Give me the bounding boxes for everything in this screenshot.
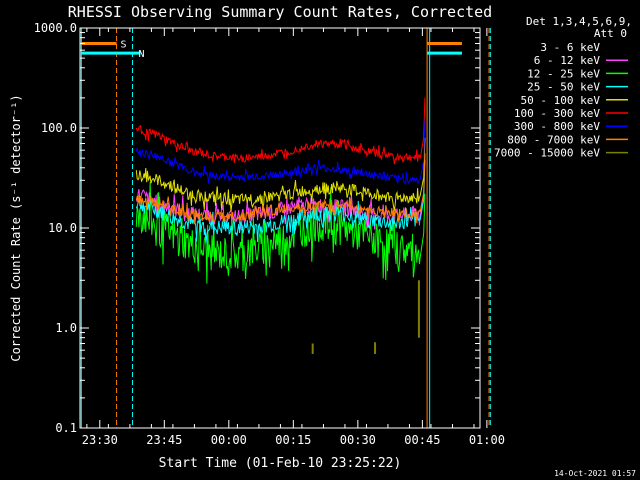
y-tick-label: 1.0 <box>55 321 77 335</box>
x-tick-label: 00:30 <box>340 433 376 447</box>
legend-label: 300 - 800 keV <box>514 120 600 133</box>
legend-header: Det 1,3,4,5,6,9, <box>526 15 632 28</box>
series-line <box>135 97 426 165</box>
series-line <box>135 182 426 284</box>
x-tick-label: 23:45 <box>146 433 182 447</box>
plot-area: SN <box>80 28 491 428</box>
series-line <box>135 120 426 186</box>
bar-label: N <box>138 49 144 60</box>
bar-label: S <box>121 39 127 50</box>
y-tick-label: 0.1 <box>55 421 77 435</box>
y-tick-label: 100.0 <box>41 121 77 135</box>
x-tick-label: 00:45 <box>404 433 440 447</box>
legend-label: 50 - 100 keV <box>521 94 601 107</box>
x-tick-label: 00:00 <box>211 433 247 447</box>
legend-header: Att 0 <box>594 27 627 40</box>
legend-label: 800 - 7000 keV <box>507 133 600 146</box>
legend-label: 6 - 12 keV <box>534 54 601 67</box>
legend-label: 25 - 50 keV <box>527 81 600 94</box>
chart-title: RHESSI Observing Summary Count Rates, Co… <box>68 3 492 21</box>
series-line <box>135 159 426 244</box>
series-line <box>135 153 426 225</box>
legend-label: 3 - 6 keV <box>540 41 600 54</box>
x-axis: 23:30 23:45 00:00 00:15 00:30 00:45 01:00 <box>82 28 505 447</box>
x-tick-label: 23:30 <box>82 433 118 447</box>
y-axis: 0.1 1.0 10.0 100.0 1000.0 <box>34 21 480 435</box>
y-axis-label: Corrected Count Rate (s⁻¹ detector⁻¹) <box>9 94 23 361</box>
footer-timestamp: 14-Oct-2021 01:57 <box>554 469 636 478</box>
x-axis-label: Start Time (01-Feb-10 23:25:22) <box>159 456 402 471</box>
legend-label: 12 - 25 keV <box>527 67 600 80</box>
legend-label: 7000 - 15000 keV <box>494 147 600 160</box>
y-tick-label: 10.0 <box>48 221 77 235</box>
x-tick-label: 00:15 <box>275 433 311 447</box>
legend-label: 100 - 300 keV <box>514 107 600 120</box>
x-tick-label: 01:00 <box>469 433 505 447</box>
series-line <box>135 137 426 212</box>
y-tick-label: 1000.0 <box>34 21 77 35</box>
